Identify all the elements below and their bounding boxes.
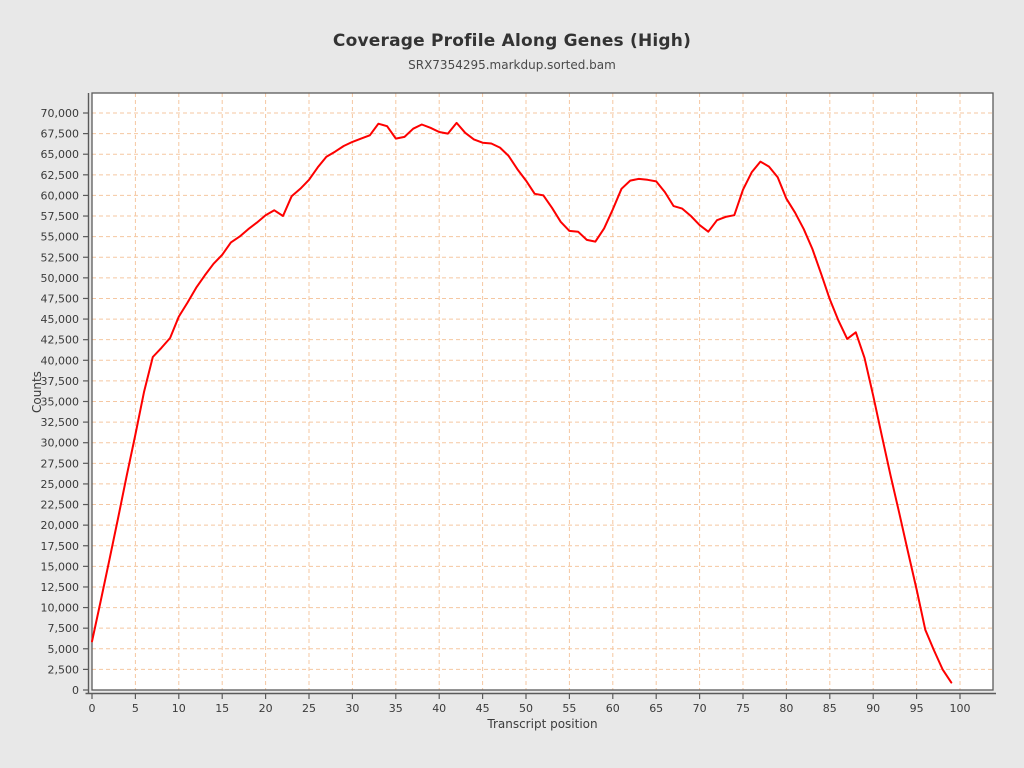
svg-text:45,000: 45,000 bbox=[41, 313, 80, 326]
svg-text:35,000: 35,000 bbox=[41, 396, 80, 409]
svg-text:100: 100 bbox=[950, 702, 971, 715]
svg-text:15,000: 15,000 bbox=[41, 560, 80, 573]
svg-text:40,000: 40,000 bbox=[41, 354, 80, 367]
svg-text:70: 70 bbox=[693, 702, 707, 715]
svg-text:50,000: 50,000 bbox=[41, 272, 80, 285]
svg-text:60: 60 bbox=[606, 702, 620, 715]
svg-text:50: 50 bbox=[519, 702, 533, 715]
svg-text:67,500: 67,500 bbox=[41, 128, 80, 141]
svg-text:57,500: 57,500 bbox=[41, 210, 80, 223]
svg-text:55: 55 bbox=[562, 702, 576, 715]
svg-text:22,500: 22,500 bbox=[41, 499, 80, 512]
axis-lines bbox=[85, 93, 996, 695]
svg-text:85: 85 bbox=[823, 702, 837, 715]
svg-text:47,500: 47,500 bbox=[41, 292, 80, 305]
svg-text:5: 5 bbox=[132, 702, 139, 715]
chart-subtitle: SRX7354295.markdup.sorted.bam bbox=[408, 58, 616, 72]
svg-text:95: 95 bbox=[910, 702, 924, 715]
gridlines bbox=[92, 93, 993, 690]
svg-text:35: 35 bbox=[389, 702, 403, 715]
svg-text:0: 0 bbox=[72, 684, 79, 697]
series-line-coverage bbox=[91, 121, 953, 684]
svg-text:30,000: 30,000 bbox=[41, 437, 80, 450]
svg-text:40: 40 bbox=[432, 702, 446, 715]
svg-text:37,500: 37,500 bbox=[41, 375, 80, 388]
plot-border bbox=[91, 92, 994, 691]
x-axis-title: Transcript position bbox=[487, 717, 598, 731]
svg-text:55,000: 55,000 bbox=[41, 231, 80, 244]
svg-text:42,500: 42,500 bbox=[41, 334, 80, 347]
y-axis-title: Counts bbox=[30, 371, 44, 413]
svg-text:7,500: 7,500 bbox=[48, 622, 80, 635]
tick-marks bbox=[83, 112, 961, 699]
y-tick-labels: 0 2,500 5,000 7,500 10,000 12,500 15,000 17,500… bbox=[41, 107, 80, 697]
svg-text:25: 25 bbox=[302, 702, 316, 715]
svg-text:75: 75 bbox=[736, 702, 750, 715]
svg-text:20,000: 20,000 bbox=[41, 519, 80, 532]
plot-area bbox=[92, 93, 993, 690]
svg-text:70,000: 70,000 bbox=[41, 107, 80, 120]
svg-text:5,000: 5,000 bbox=[48, 643, 80, 656]
svg-text:80: 80 bbox=[779, 702, 793, 715]
svg-text:0: 0 bbox=[89, 702, 96, 715]
svg-text:10: 10 bbox=[172, 702, 186, 715]
svg-text:32,500: 32,500 bbox=[41, 416, 80, 429]
svg-text:2,500: 2,500 bbox=[48, 663, 80, 676]
svg-text:65: 65 bbox=[649, 702, 663, 715]
svg-text:17,500: 17,500 bbox=[41, 540, 80, 553]
svg-text:10,000: 10,000 bbox=[41, 602, 80, 615]
svg-text:52,500: 52,500 bbox=[41, 251, 80, 264]
x-tick-labels: 0 5 10 15 20 25 30 35 40 45 50 55 60 65 70 75 80 85 90 95 10… bbox=[89, 702, 971, 715]
svg-text:65,000: 65,000 bbox=[41, 148, 80, 161]
svg-text:27,500: 27,500 bbox=[41, 457, 80, 470]
svg-text:62,500: 62,500 bbox=[41, 169, 80, 182]
svg-text:20: 20 bbox=[259, 702, 273, 715]
svg-text:60,000: 60,000 bbox=[41, 189, 80, 202]
svg-text:12,500: 12,500 bbox=[41, 581, 80, 594]
svg-text:25,000: 25,000 bbox=[41, 478, 80, 491]
svg-text:30: 30 bbox=[345, 702, 359, 715]
svg-text:15: 15 bbox=[215, 702, 229, 715]
svg-text:45: 45 bbox=[476, 702, 490, 715]
svg-text:90: 90 bbox=[866, 702, 880, 715]
chart-title: Coverage Profile Along Genes (High) bbox=[332, 31, 692, 51]
